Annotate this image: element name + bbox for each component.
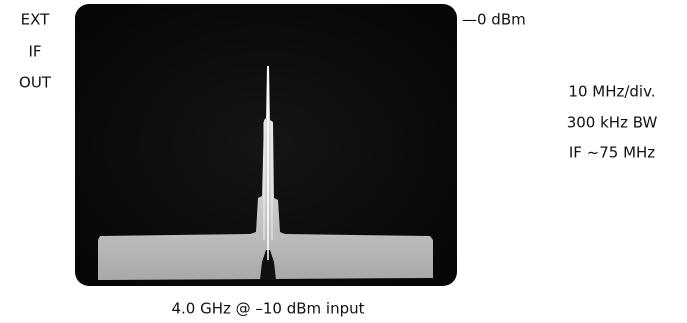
setting: 10 MHz/div. — [568, 83, 655, 101]
left-label: IF — [28, 43, 41, 61]
caption: 4.0 GHz @ –10 dBm input — [171, 300, 364, 318]
setting: 300 kHz BW — [567, 114, 658, 132]
reference-level: —0 dBm — [462, 11, 526, 29]
spectrum-trace — [98, 66, 433, 280]
setting: IF ~75 MHz — [569, 144, 655, 162]
left-label: EXT — [21, 11, 50, 29]
left-label: OUT — [19, 74, 52, 92]
